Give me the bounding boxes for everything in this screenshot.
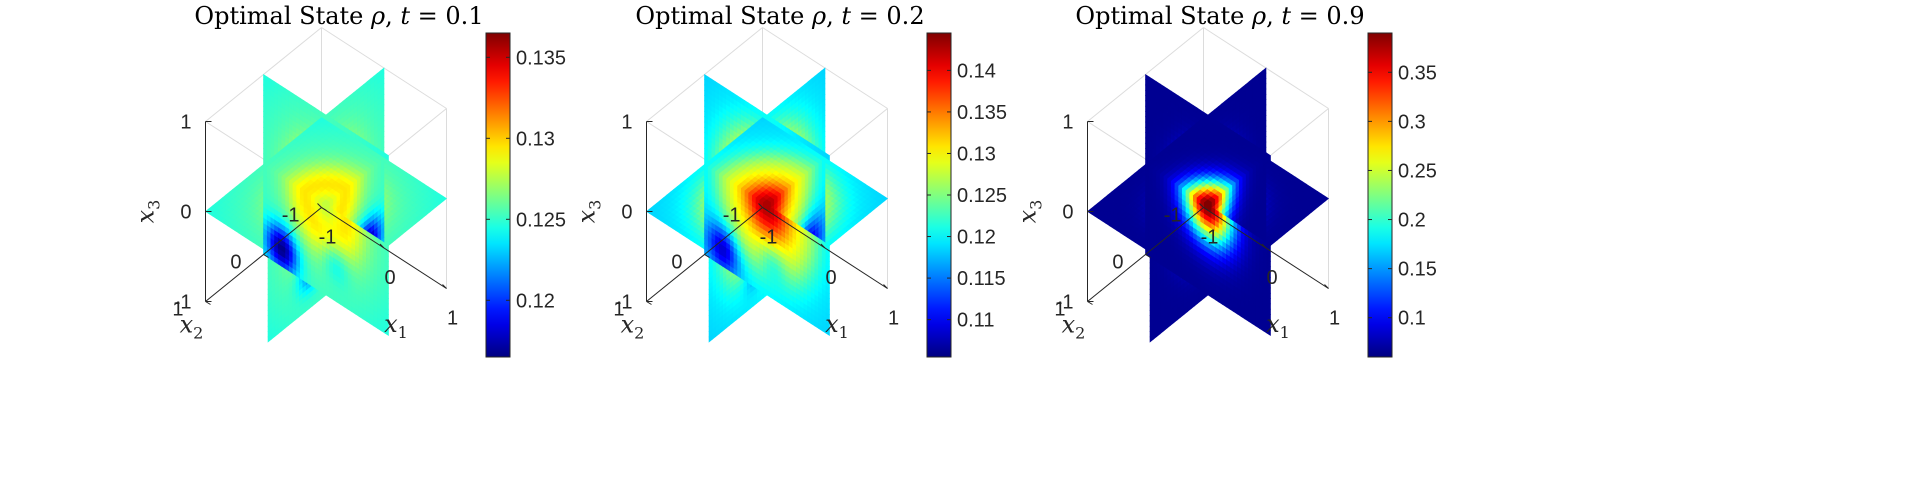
x-tick-label: 0 bbox=[825, 267, 836, 289]
colorbar-tick-label: 0.13 bbox=[516, 128, 555, 150]
colorbar-tick-label: 0.11 bbox=[957, 310, 994, 332]
x-tick-label: 1 bbox=[1329, 308, 1340, 330]
colorbar-gradient bbox=[1367, 32, 1393, 358]
colorbar-tick-label: 0.15 bbox=[1398, 259, 1437, 281]
z-tick-label: -1 bbox=[615, 292, 633, 314]
colorbar-tick-label: 0.13 bbox=[957, 143, 996, 165]
chart-title: Optimal State ρ, t = 0.9 bbox=[1075, 2, 1364, 30]
y-tick-label: 0 bbox=[230, 252, 241, 274]
y-tick-label: 0 bbox=[1112, 252, 1123, 274]
slice-planes bbox=[204, 67, 448, 343]
x-tick-label: -1 bbox=[319, 227, 337, 249]
colorbar-tick-label: 0.3 bbox=[1398, 111, 1426, 133]
colorbar-tick-label: 0.125 bbox=[516, 209, 566, 231]
chart-title: Optimal State ρ, t = 0.1 bbox=[194, 2, 483, 30]
z-tick-label: 0 bbox=[621, 202, 632, 224]
colorbar: 0.11 0.115 0.12 0.125 0.13 0.135 0.14 bbox=[926, 32, 1007, 358]
slice-lower-halves bbox=[263, 157, 389, 343]
colorbar: 0.12 0.125 0.13 0.135 bbox=[485, 32, 566, 358]
colorbar-tick-label: 0.1 bbox=[1398, 308, 1426, 330]
z-axis-label: x3 bbox=[132, 200, 164, 224]
z-tick-label: -1 bbox=[1056, 292, 1074, 314]
y-tick-label: 1 bbox=[1054, 299, 1065, 321]
y-tick-label: -1 bbox=[282, 205, 300, 227]
z-tick-label: 0 bbox=[180, 202, 191, 224]
x-axis-label: x1 bbox=[825, 310, 849, 342]
z-tick-label: 1 bbox=[621, 112, 632, 134]
colorbar-tick-label: 0.135 bbox=[957, 102, 1007, 124]
z-tick-label: 1 bbox=[180, 112, 191, 134]
x-axis-label: x1 bbox=[384, 310, 408, 342]
colorbar-tick-label: 0.35 bbox=[1398, 62, 1437, 84]
colorbar-tick-label: 0.135 bbox=[516, 47, 566, 69]
y-axis-label: x2 bbox=[1062, 311, 1086, 343]
slice-planes bbox=[1086, 67, 1330, 343]
x-tick-label: -1 bbox=[1201, 227, 1219, 249]
y-tick-label: 0 bbox=[671, 252, 682, 274]
y-tick-label: -1 bbox=[723, 205, 741, 227]
z-tick-label: -1 bbox=[174, 292, 192, 314]
z-tick-label: 1 bbox=[1062, 112, 1073, 134]
colorbar-tick-label: 0.25 bbox=[1398, 160, 1437, 182]
chart-panel-3: Optimal State ρ, t = 0.9 -1 0 1 1 0 -1 -1 0 1 x3 x2… bbox=[1014, 2, 1437, 358]
colorbar-tick-label: 0.12 bbox=[957, 227, 996, 249]
colorbar-gradient bbox=[485, 32, 511, 358]
x-tick-label: 0 bbox=[384, 267, 395, 289]
slice-planes bbox=[645, 67, 889, 343]
y-tick-label: 1 bbox=[172, 299, 183, 321]
y-tick-label: 1 bbox=[613, 299, 624, 321]
axes-lines bbox=[205, 121, 447, 305]
axes-lines bbox=[1087, 121, 1329, 305]
colorbar-tick-label: 0.2 bbox=[1398, 210, 1426, 232]
axes-lines bbox=[646, 121, 888, 305]
x-axis-label: x1 bbox=[1266, 310, 1290, 342]
y-axis-label: x2 bbox=[621, 311, 645, 343]
chart-panel-1: Optimal State ρ, t = 0.1 -1 0 1 1 0 -1 -1 0 1 x3 x2… bbox=[132, 2, 566, 358]
x-tick-label: 1 bbox=[447, 308, 458, 330]
y-tick-label: -1 bbox=[1164, 205, 1182, 227]
colorbar-tick-label: 0.12 bbox=[516, 290, 555, 312]
colorbar: 0.1 0.15 0.2 0.25 0.3 0.35 bbox=[1367, 32, 1437, 358]
z-axis-label: x3 bbox=[573, 200, 605, 224]
slice-lower-halves bbox=[704, 157, 830, 343]
y-axis-label: x2 bbox=[180, 311, 204, 343]
x-tick-label: 0 bbox=[1266, 267, 1277, 289]
x-tick-label: -1 bbox=[760, 227, 778, 249]
colorbar-tick-label: 0.14 bbox=[957, 60, 996, 82]
chart-panel-2: Optimal State ρ, t = 0.2 -1 0 1 1 0 -1 -1 0 1 x3 x2… bbox=[573, 2, 1007, 358]
colorbar-tick-label: 0.115 bbox=[957, 268, 1006, 290]
colorbar-tick-label: 0.125 bbox=[957, 185, 1007, 207]
z-tick-label: 0 bbox=[1062, 202, 1073, 224]
z-axis-label: x3 bbox=[1014, 200, 1046, 224]
x-tick-label: 1 bbox=[888, 308, 899, 330]
chart-title: Optimal State ρ, t = 0.2 bbox=[635, 2, 924, 30]
